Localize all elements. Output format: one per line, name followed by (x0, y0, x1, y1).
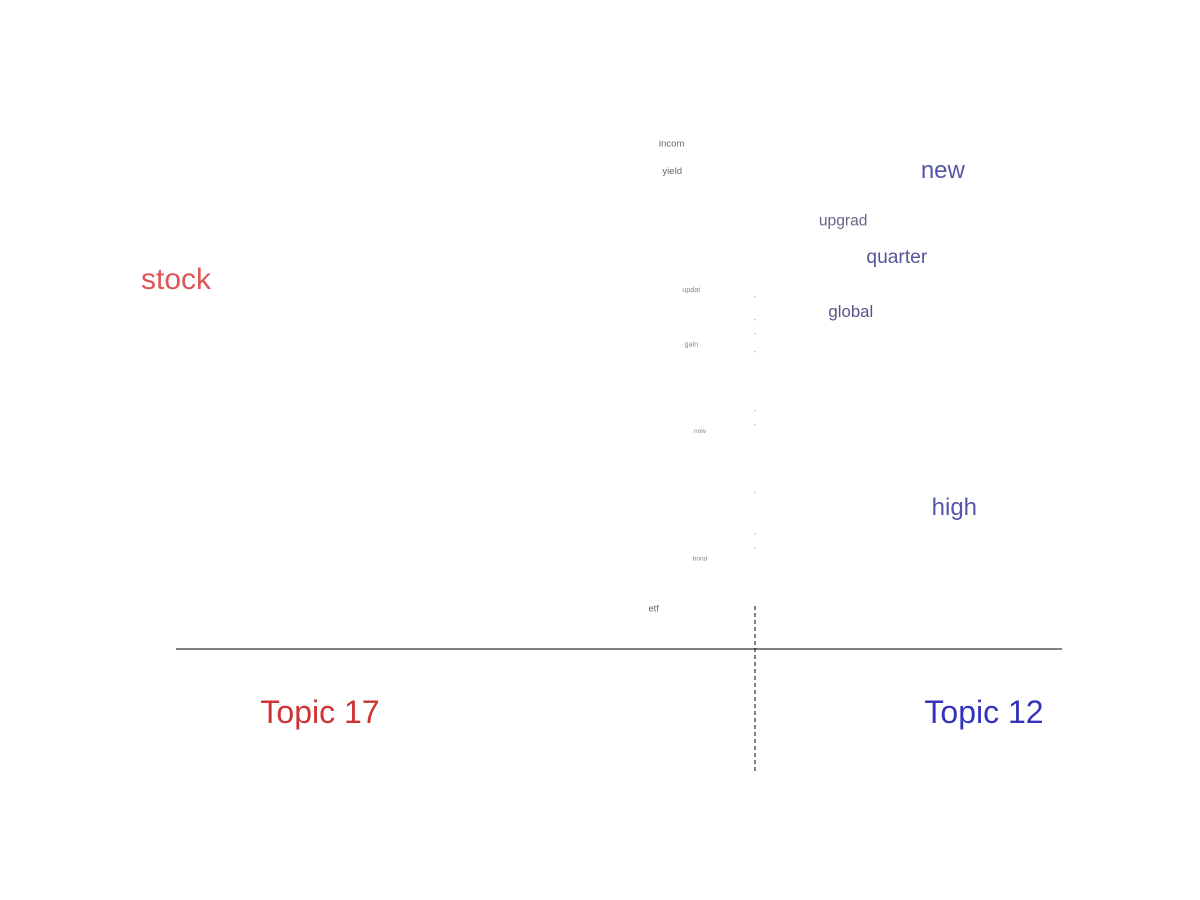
word-label-bond: bond (693, 556, 708, 563)
near-zero-mark-5: - (754, 422, 757, 429)
word-label-upgrad: upgrad (819, 213, 868, 230)
near-zero-mark-8: - (754, 545, 757, 552)
near-zero-mark-1: - (754, 317, 757, 324)
near-zero-marks: - - - - - - - - - (754, 294, 757, 552)
word-label-gain: gain (685, 340, 699, 349)
word-label-yield: yield (662, 166, 682, 177)
word-label-now: now (694, 428, 706, 435)
word-label-global: global (828, 302, 873, 321)
word-label-quarter: quarter (866, 247, 927, 268)
word-label-incom: incom (659, 139, 685, 150)
word-label-updat: updat (682, 285, 700, 294)
near-zero-mark-6: - (754, 490, 757, 497)
near-zero-mark-7: - (754, 531, 757, 538)
topic-left-label: Topic 17 (260, 694, 379, 730)
word-labels: stock new high quarter upgrad global incom yiel… (141, 139, 977, 614)
word-label-high: high (932, 494, 977, 521)
near-zero-mark-2: - (754, 331, 757, 338)
word-label-etf: etf (648, 604, 659, 614)
topic-right-label: Topic 12 (924, 694, 1043, 730)
near-zero-mark-4: - (754, 408, 757, 415)
near-zero-mark-0: - (754, 294, 757, 301)
word-label-new: new (921, 157, 966, 184)
near-zero-mark-3: - (754, 349, 757, 356)
word-label-stock: stock (141, 263, 212, 296)
